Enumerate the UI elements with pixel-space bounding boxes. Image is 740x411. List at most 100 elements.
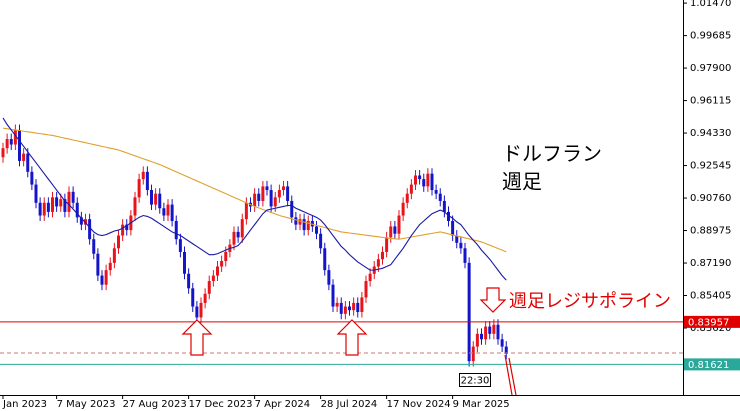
candle-body [480,333,483,340]
candle-body [418,175,422,180]
candle-body [348,306,351,311]
up-arrow [336,319,368,356]
candle-body [500,339,504,347]
candle-body [265,186,269,191]
candle-body [220,261,224,267]
candle-body [294,217,298,225]
candle-body [244,202,248,220]
candle-body [162,208,166,216]
x-tick-label: 7 May 2023 [57,399,116,410]
x-tick-label: 17 Dec 2023 [189,399,253,410]
candle-body [385,237,389,252]
candle-body [104,270,108,285]
moving-average [2,127,507,253]
candle-body [277,190,281,198]
candle-body [141,171,145,180]
candle-body [42,202,46,216]
x-tick-label: 27 Aug 2023 [123,399,187,410]
candle-body [315,226,318,234]
price-label-box [684,315,740,328]
y-tick-label: 0.97900 [690,63,731,74]
candle-body [154,193,158,205]
candle-body [393,226,397,234]
candle-body [475,333,479,347]
candle-body [389,226,393,238]
candle-body [207,281,211,294]
candle-body [339,302,343,314]
y-tick-label: 0.83620 [690,323,731,334]
candle-body [438,193,442,201]
price-label: 0.83957 [688,317,729,328]
candle-body [451,220,455,236]
candle-body [121,224,125,236]
candle-body [426,173,430,187]
candle-body [467,262,471,362]
y-tick-label: 0.90760 [690,193,731,204]
candle-body [381,251,384,260]
plot [0,117,683,367]
candle-body [112,248,116,263]
trend-line [508,357,517,396]
candle-body [282,186,285,191]
x-tick-label: Jan 2023 [2,399,47,410]
candle-body [323,248,327,271]
candle-body [191,288,195,307]
y-tick-label: 1.01470 [690,0,731,9]
candle-body [137,179,141,198]
candle-body [360,297,364,312]
candle-body [327,270,331,285]
candle-body [9,139,13,145]
candle-body [447,211,450,221]
candle-body [430,173,434,191]
x-tick-label: 28 Jul 2024 [321,399,378,410]
candle-body [455,235,459,243]
candle-body [401,202,405,216]
candle-body [92,239,96,254]
candle-body [492,324,496,334]
candle-body [145,171,149,191]
candle-body [26,153,30,172]
time-box [459,373,491,387]
candle-body [302,219,306,231]
candle-body [273,197,277,207]
x-tick-label: 17 Nov 2024 [387,399,451,410]
candle-body [405,193,409,203]
candle-body [368,273,372,282]
candle-body [409,184,413,194]
candle-body [319,233,323,249]
candle-body [376,259,380,267]
candle-body [232,231,236,245]
candle-body [459,242,463,249]
candle-body [13,129,17,145]
time-label: 22:30 [461,376,490,387]
candle-body [269,190,273,207]
candle-body [55,197,59,207]
candle-body [88,219,92,240]
candle-body [397,215,401,234]
candle-body [343,306,347,314]
candle-body [183,251,186,274]
candle-body [178,239,182,252]
candle-body [224,251,228,262]
candle-body [108,262,112,271]
candle-body [195,306,199,318]
candle-body [79,217,83,225]
candle-body [422,179,426,187]
candle-body [30,171,34,185]
candle-body [236,231,240,238]
candle-body [1,148,5,158]
candle-body [211,275,215,282]
candle-body [290,200,294,218]
candle-body [63,199,67,212]
candle-body [75,202,79,218]
candle-body [240,219,244,238]
candle-body [166,204,170,216]
candle-body [38,202,42,216]
candle-body [199,302,203,318]
candle-body [117,235,120,249]
up-arrow [181,319,213,356]
candle-body [504,346,508,354]
y-tick-label: 0.94330 [690,128,731,139]
x-tick-label: 9 Mar 2025 [453,399,510,410]
